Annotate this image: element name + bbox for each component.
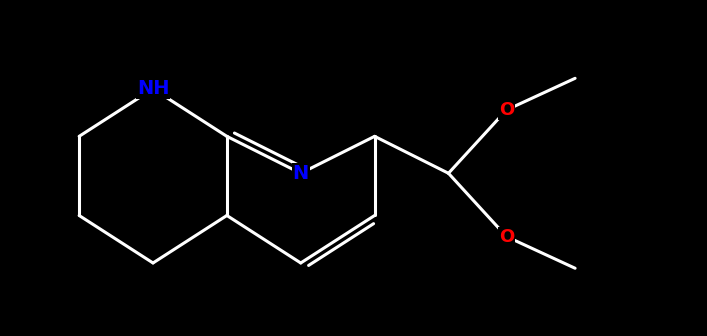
Text: O: O [499, 101, 514, 119]
Text: N: N [293, 164, 309, 183]
Text: NH: NH [136, 79, 169, 98]
Text: O: O [499, 227, 514, 246]
